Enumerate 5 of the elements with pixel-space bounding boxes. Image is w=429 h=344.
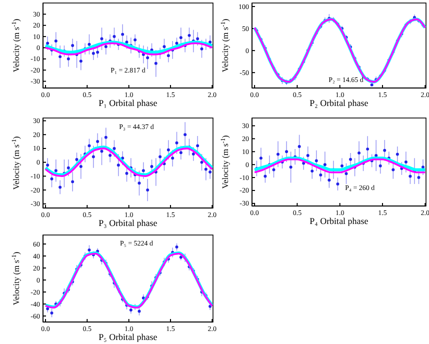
x-axis-title: P₁ Orbital phase	[98, 98, 158, 108]
x-axis-title: P₅ Orbital phase	[98, 332, 158, 342]
x-axis-title: P₃ Orbital phase	[98, 218, 158, 228]
x-axis-title: P₂ Orbital phase	[310, 98, 368, 108]
x-axis-title: P₄ Orbital phase	[310, 216, 368, 226]
